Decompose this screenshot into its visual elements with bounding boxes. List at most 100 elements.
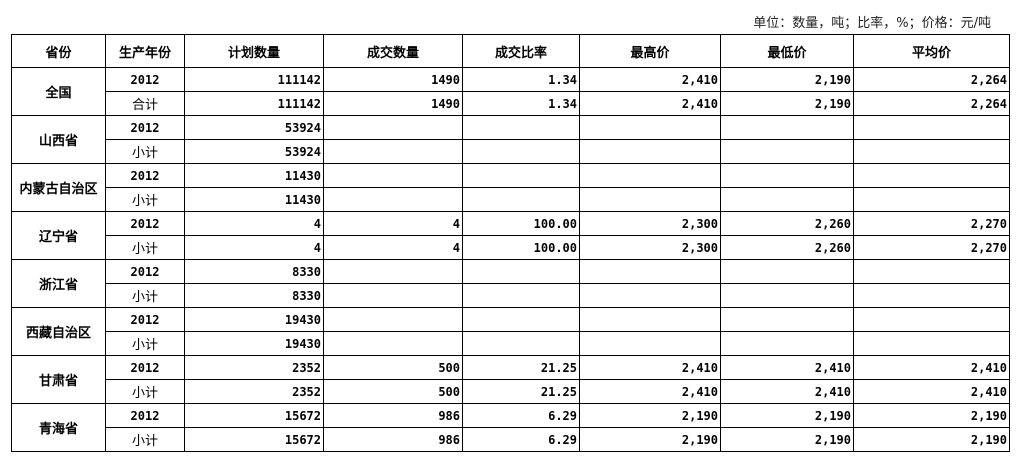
unit-note: 单位：数量，吨；比率，%；价格：元/吨: [753, 16, 991, 31]
table-row: 内蒙古自治区 2012 11430: [11, 163, 1010, 212]
table-row: 小计 2352 500 21.25 2,410 2,410 2,410: [12, 379, 1010, 404]
value-cell: [323, 331, 463, 356]
value-cell: 19430: [184, 307, 324, 332]
value-cell: 6.29: [462, 403, 580, 428]
value-cell: [853, 259, 1010, 284]
year-cell: 2012: [105, 115, 185, 140]
value-cell: 500: [323, 355, 463, 380]
value-cell: [323, 283, 463, 308]
value-cell: 2,190: [720, 427, 854, 452]
value-cell: 100.00: [462, 235, 580, 260]
column-header: 计划数量: [184, 34, 324, 68]
table-row: 全国 2012 111142 1490 1.34 2,410 2,190 2,264: [11, 67, 1010, 116]
year-cell: 小计: [105, 331, 185, 356]
value-cell: 11430: [184, 163, 324, 188]
value-cell: 21.25: [462, 355, 580, 380]
value-cell: [462, 307, 580, 332]
table-row: 小计 4 4 100.00 2,300 2,260 2,270: [12, 235, 1010, 260]
value-cell: 8330: [184, 259, 324, 284]
value-cell: 2,270: [853, 235, 1010, 260]
value-cell: [462, 331, 580, 356]
value-cell: [579, 187, 721, 212]
value-cell: [323, 163, 463, 188]
value-cell: 4: [184, 235, 324, 260]
table-row: 山西省 2012 53924: [11, 115, 1010, 164]
value-cell: 19430: [184, 331, 324, 356]
year-cell: 2012: [105, 211, 185, 236]
table-row: 小计 8330: [12, 283, 1010, 308]
year-cell: 小计: [105, 139, 185, 164]
year-cell: 2012: [105, 403, 185, 428]
value-cell: [853, 331, 1010, 356]
value-cell: [579, 139, 721, 164]
value-cell: [853, 307, 1010, 332]
province-cell: 甘肃省: [11, 355, 106, 404]
value-cell: 4: [323, 211, 463, 236]
value-cell: 2,190: [579, 427, 721, 452]
value-cell: [720, 187, 854, 212]
table-row: 甘肃省 2012 2352 500 21.25 2,410 2,410 2,410: [11, 355, 1010, 404]
value-cell: [853, 187, 1010, 212]
value-cell: [323, 307, 463, 332]
value-cell: 4: [323, 235, 463, 260]
value-cell: [579, 115, 721, 140]
value-cell: 2,410: [720, 355, 854, 380]
value-cell: 2352: [184, 379, 324, 404]
value-cell: [462, 283, 580, 308]
value-cell: 4: [184, 211, 324, 236]
table-row: 浙江省 2012 8330: [11, 259, 1010, 308]
year-cell: 小计: [105, 427, 185, 452]
province-cell: 内蒙古自治区: [11, 163, 106, 212]
value-cell: 1490: [323, 67, 463, 92]
value-cell: 2,190: [720, 67, 854, 92]
value-cell: [853, 163, 1010, 188]
value-cell: 2,264: [853, 67, 1010, 92]
value-cell: 986: [323, 403, 463, 428]
value-cell: 2,260: [720, 211, 854, 236]
year-cell: 小计: [105, 187, 185, 212]
year-cell: 2012: [105, 355, 185, 380]
value-cell: 53924: [184, 139, 324, 164]
table-row: 小计 11430: [12, 187, 1010, 212]
year-cell: 小计: [105, 235, 185, 260]
value-cell: [323, 259, 463, 284]
value-cell: [579, 163, 721, 188]
value-cell: [323, 187, 463, 212]
province-cell: 青海省: [11, 403, 106, 452]
table-row: 合计 111142 1490 1.34 2,410 2,190 2,264: [12, 91, 1010, 116]
year-cell: 2012: [105, 163, 185, 188]
value-cell: 111142: [184, 91, 324, 116]
table-row: 小计 15672 986 6.29 2,190 2,190 2,190: [12, 427, 1010, 452]
table-row: 小计 53924: [12, 139, 1010, 164]
province-cell: 辽宁省: [11, 211, 106, 260]
column-header: 成交数量: [323, 34, 463, 68]
value-cell: 11430: [184, 187, 324, 212]
value-cell: 8330: [184, 283, 324, 308]
value-cell: [579, 307, 721, 332]
value-cell: 6.29: [462, 427, 580, 452]
value-cell: [853, 139, 1010, 164]
column-header: 最高价: [579, 34, 721, 68]
value-cell: [720, 259, 854, 284]
value-cell: 2,410: [853, 379, 1010, 404]
value-cell: [462, 115, 580, 140]
value-cell: 2352: [184, 355, 324, 380]
header-row: 省份 生产年份 计划数量 成交数量 成交比率 最高价 最低价 平均价: [11, 34, 1010, 68]
value-cell: 2,260: [720, 235, 854, 260]
value-cell: [579, 283, 721, 308]
column-header: 省份: [11, 34, 106, 68]
year-cell: 2012: [105, 259, 185, 284]
value-cell: 2,410: [579, 91, 721, 116]
value-cell: [462, 259, 580, 284]
value-cell: [720, 139, 854, 164]
value-cell: 111142: [184, 67, 324, 92]
column-header: 平均价: [853, 34, 1010, 68]
province-cell: 山西省: [11, 115, 106, 164]
table-row: 小计 19430: [12, 331, 1010, 356]
value-cell: [323, 139, 463, 164]
year-cell: 小计: [105, 283, 185, 308]
value-cell: 2,300: [579, 211, 721, 236]
auction-results-table: 省份 生产年份 计划数量 成交数量 成交比率 最高价 最低价 平均价 全国 2012 111142…: [11, 34, 1010, 452]
table-row: 青海省 2012 15672 986 6.29 2,190 2,190 2,190: [11, 403, 1010, 452]
value-cell: 2,300: [579, 235, 721, 260]
